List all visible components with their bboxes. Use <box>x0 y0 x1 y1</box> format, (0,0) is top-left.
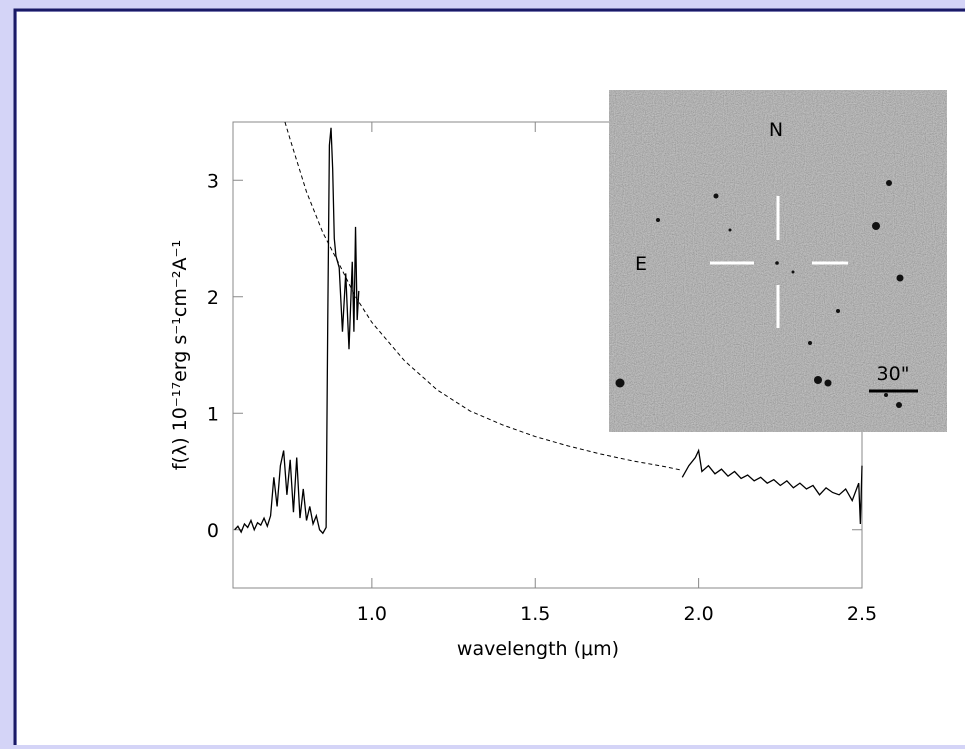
x-tick-label: 1.5 <box>520 603 550 625</box>
inset-noise <box>609 90 947 432</box>
spectrum-line <box>234 127 863 535</box>
x-tick-label: 2.0 <box>684 603 714 625</box>
scale-label: 30" <box>877 363 910 385</box>
stars <box>615 180 904 408</box>
x-tick-label: 2.5 <box>847 603 877 625</box>
plot: 1.0 1.5 2.0 2.5 0 1 2 3 <box>207 121 877 625</box>
inset-image: N E 30" <box>609 90 947 432</box>
crosshair <box>710 196 848 328</box>
y-axis-label: f(λ) 10⁻¹⁷erg s⁻¹cm⁻²A⁻¹ <box>169 240 191 470</box>
frame-border <box>13 8 965 745</box>
north-label: N <box>769 119 783 141</box>
y-tick-label: 0 <box>207 520 219 542</box>
east-label: E <box>635 253 647 275</box>
y-tick-label: 3 <box>207 170 219 192</box>
y-tick-label: 1 <box>207 403 219 425</box>
x-axis-label: wavelength (μm) <box>457 638 619 660</box>
x-tick-label: 1.0 <box>357 603 387 625</box>
y-tick-label: 2 <box>207 287 219 309</box>
